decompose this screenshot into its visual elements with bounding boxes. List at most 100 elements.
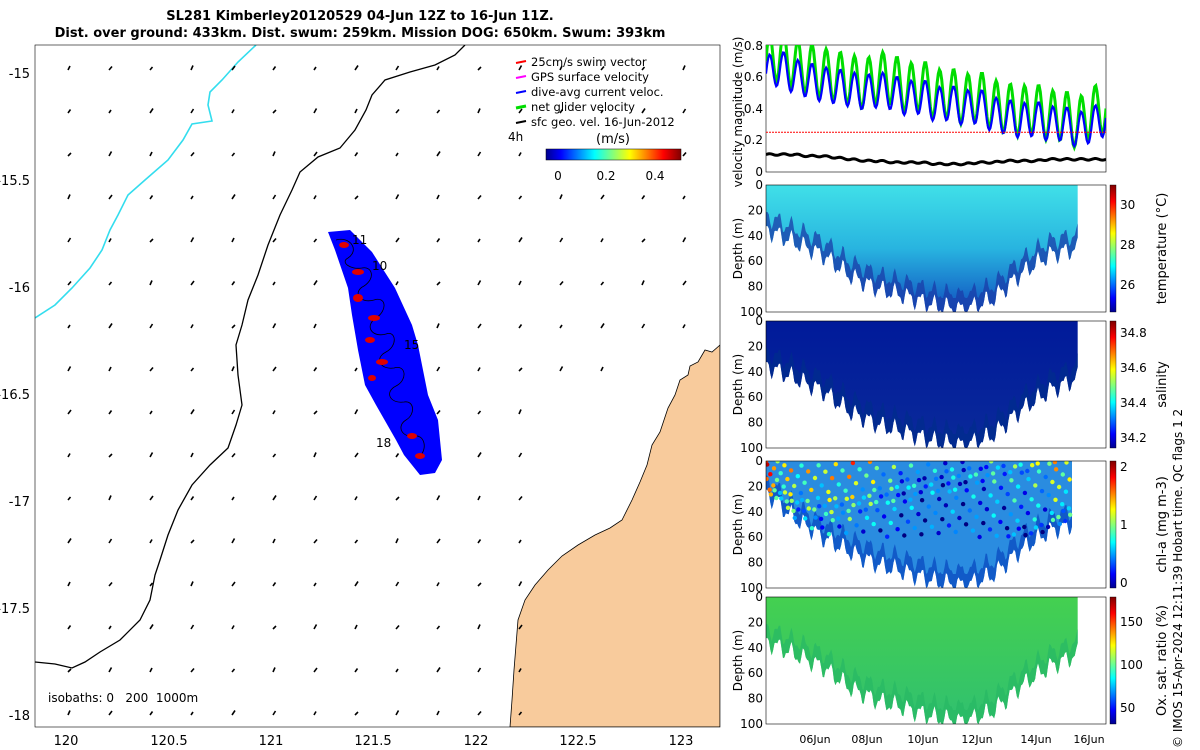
velocity-arrow: [231, 581, 236, 587]
velocity-arrow: [682, 151, 687, 157]
velocity-arrow: [190, 195, 194, 200]
velocity-arrow: [559, 280, 564, 286]
velocity-arrow: [518, 711, 523, 716]
map-x-tick: 122.5: [559, 734, 596, 749]
chl-point: [806, 469, 811, 474]
colorbar-unit-label: (m/s): [596, 132, 630, 147]
chl-point: [922, 476, 927, 481]
velocity-series-line: [766, 51, 1106, 149]
chl-point: [1067, 477, 1072, 482]
chl-point: [820, 525, 825, 530]
swim-vector-mark: [353, 294, 363, 302]
chl-point: [826, 489, 831, 495]
velocity-arrow: [190, 581, 194, 587]
chl-point: [1004, 526, 1010, 531]
chl-point: [1056, 484, 1062, 490]
velocity-arrow: [477, 323, 482, 329]
date-tick: 14Jun: [1020, 733, 1051, 746]
velocity-arrow: [436, 238, 441, 243]
velocity-arrow: [395, 281, 399, 286]
velocity-arrow: [436, 667, 441, 673]
velocity-arrow: [272, 366, 277, 372]
velocity-arrow: [395, 453, 400, 458]
chl-point: [839, 502, 845, 507]
section-colorbar: [1109, 320, 1117, 449]
velocity-arrow: [477, 280, 482, 286]
chl-point: [913, 491, 918, 497]
velocity-arrow: [477, 624, 481, 630]
depth-tick: 0: [755, 590, 763, 604]
depth-tick: 60: [748, 254, 763, 268]
velocity-arrow: [190, 65, 194, 71]
velocity-arrow: [518, 624, 523, 630]
chl-point: [1008, 512, 1013, 517]
velocity-arrow: [354, 195, 359, 200]
velocity-arrow: [231, 668, 236, 673]
chl-point: [944, 469, 949, 474]
chl-point: [802, 480, 807, 485]
chl-point: [818, 516, 824, 522]
velocity-arrow: [354, 711, 359, 716]
chl-point: [943, 461, 948, 466]
chl-point: [895, 527, 900, 532]
credit-line: © IMOS 15-Apr-2024 12:11:39 Hobart time.…: [1171, 408, 1185, 748]
colorbar-tick: 0.4: [645, 169, 664, 183]
chl-point: [906, 485, 911, 490]
velocity-arrow: [190, 409, 195, 415]
chl-point: [911, 483, 917, 488]
velocity-arrow: [354, 581, 359, 587]
swim-vector-mark: [368, 375, 376, 381]
chl-point: [1033, 525, 1039, 530]
velocity-arrow: [67, 581, 71, 587]
velocity-arrow: [559, 65, 563, 71]
time-scale-label: 4h: [508, 130, 523, 144]
section-axes: [765, 460, 1107, 589]
velocity-arrow: [395, 624, 400, 630]
chl-point: [867, 461, 873, 464]
chl-point: [785, 476, 790, 482]
chl-point: [940, 483, 946, 488]
chl-point: [908, 463, 914, 468]
chl-point: [974, 480, 980, 485]
velocity-arrow: [354, 108, 358, 114]
chl-point: [912, 525, 917, 531]
chl-point: [767, 487, 772, 492]
chl-point: [957, 481, 963, 487]
velocity-arrow: [395, 237, 400, 243]
velocity-arrow: [67, 194, 71, 200]
map-frame: [34, 44, 721, 728]
velocity-y-label: velocity magnitude (m/s): [731, 37, 745, 188]
velocity-y-ticks: 0 0.2 0.4 0.6 0.8: [744, 39, 763, 179]
velocity-arrow: [231, 109, 235, 114]
depth-axis-label: Depth (m): [731, 494, 745, 555]
chl-point: [1061, 508, 1066, 514]
chl-point: [846, 508, 851, 514]
section-variable-label: Ox. sat. ratio (%): [1155, 605, 1170, 716]
chl-point: [1063, 518, 1068, 524]
chl-point: [789, 498, 794, 503]
chl-point: [952, 487, 958, 492]
date-axis: 06Jun 08Jun 10Jun 12Jun 14Jun 16Jun: [799, 733, 1104, 746]
section-colorbar: [1109, 596, 1117, 725]
velocity-panel: 0 0.2 0.4 0.6 0.8 velocity magnitude (m/…: [731, 37, 1107, 188]
velocity-arrow: [272, 625, 277, 630]
chl-point: [847, 474, 852, 479]
chl-point: [792, 515, 797, 521]
chl-point: [981, 520, 986, 526]
velocity-arrow: [313, 66, 317, 71]
depth-tick: 20: [748, 479, 763, 493]
chl-point: [978, 466, 983, 471]
velocity-arrow: [231, 538, 236, 544]
colorbar-tick: 34.2: [1120, 431, 1147, 445]
chl-point: [775, 461, 780, 464]
velocity-arrow: [477, 582, 482, 587]
colorbar-tick: 2: [1120, 460, 1128, 474]
chl-point: [812, 507, 817, 512]
glider-path-loops: [335, 238, 425, 457]
chl-point: [992, 479, 997, 484]
depth-tick: 100: [740, 441, 763, 455]
chl-point: [977, 534, 982, 540]
velocity-arrow: [149, 624, 154, 630]
chl-point: [872, 487, 877, 493]
chl-point: [990, 471, 996, 476]
